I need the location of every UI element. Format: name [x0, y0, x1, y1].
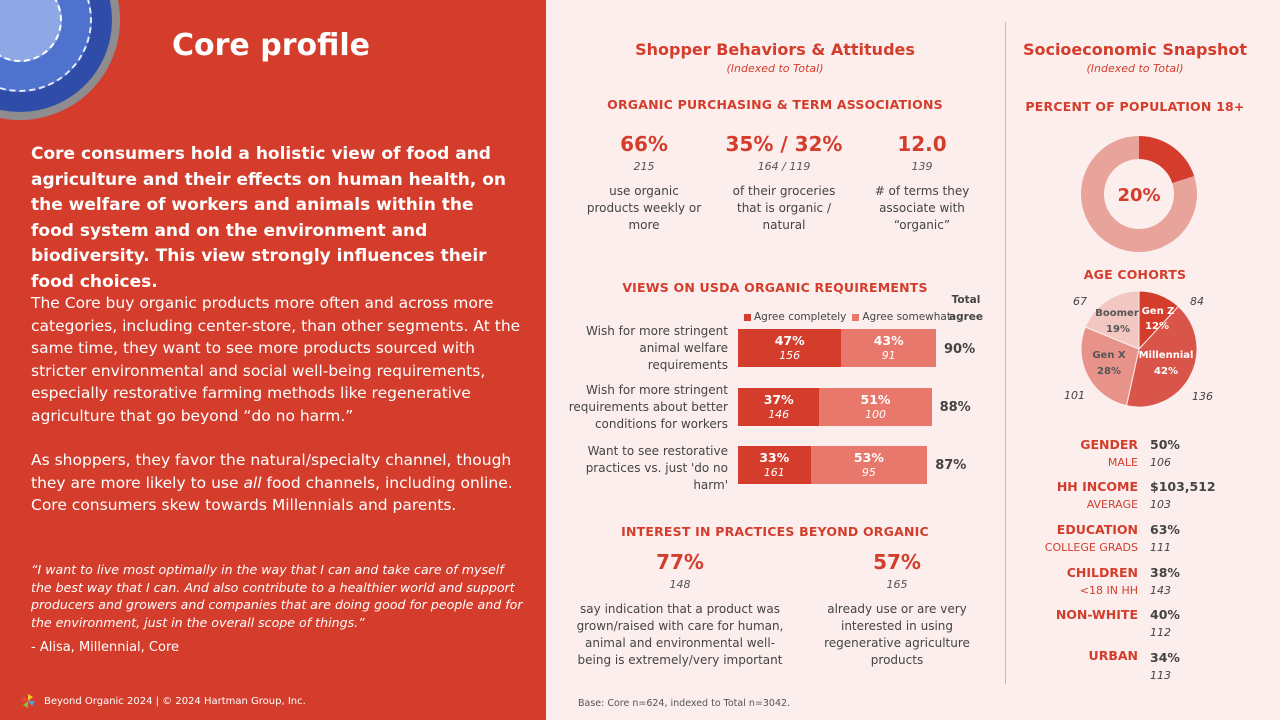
shopper-title: Shopper Behaviors & Attitudes [635, 40, 915, 59]
cohort-pct-millennial: 42% [1154, 366, 1178, 377]
stat-index: 148 [669, 578, 691, 591]
population-donut: 20% [1081, 136, 1197, 252]
cohort-name-millennial: Millennial [1139, 350, 1194, 361]
cohort-pct-genx: 28% [1097, 366, 1121, 377]
emphasis-all: all [243, 473, 262, 492]
total-agree-value: 88% [939, 400, 971, 415]
purchasing-header: ORGANIC PURCHASING & TERM ASSOCIATIONS [607, 97, 943, 112]
bar-agree-completely: 37% 146 [738, 388, 820, 426]
pie-slice-genx [1080, 326, 1140, 407]
body-paragraph-2: As shoppers, they favor the natural/spec… [31, 451, 513, 514]
interest-care: 77% 148 say indication that a product wa… [574, 550, 786, 669]
demo-urban-value: 34% 113 [1150, 650, 1180, 682]
pinwheel-logo-icon [21, 694, 35, 708]
pie-slice-millennial [1125, 305, 1198, 408]
donut-slice-other [1081, 136, 1197, 252]
demo-education-label: EDUCATION COLLEGE GRADS [1044, 522, 1138, 554]
stat-desc: use organic products weekly or more [586, 184, 702, 232]
age-header: AGE COHORTS [1083, 267, 1187, 282]
stat-value: 57% [873, 550, 921, 574]
stat-value: 77% [656, 550, 704, 574]
bar-agree-somewhat: 53% 95 [810, 446, 928, 484]
cohort-name-genx: Gen X [1092, 350, 1126, 361]
cohort-name-genz: Gen Z [1142, 306, 1175, 317]
usda-row-label: Want to see restorative practices vs. ju… [585, 444, 728, 492]
socio-title: Socioeconomic Snapshot [1022, 40, 1248, 59]
divider [1005, 22, 1006, 684]
demo-income-value: $103,512 103 [1150, 479, 1216, 511]
cohort-name-boomer: Boomer [1095, 308, 1139, 319]
demo-children-label: CHILDREN <18 IN HH [1066, 565, 1138, 597]
footer-text: Beyond Organic 2024 | © 2024 Hartman Gro… [44, 695, 306, 707]
stat-desc: of their groceries that is organic / nat… [732, 184, 836, 232]
demo-income-label: HH INCOME AVERAGE [1056, 479, 1138, 511]
bar-agree-somewhat: 43% 91 [841, 329, 936, 367]
demo-urban-label: URBAN [1088, 648, 1138, 663]
usda-row-label: Wish for more stringent requirements abo… [568, 383, 728, 431]
bar-agree-completely: 47% 156 [738, 329, 842, 367]
demo-education-value: 63% 111 [1150, 522, 1180, 554]
legend-somewhat: Agree somewhat [852, 311, 951, 323]
usda-header: VIEWS ON USDA ORGANIC REQUIREMENTS [622, 280, 928, 295]
stat-index: 139 [911, 160, 933, 173]
quote-attribution: - Alisa, Millennial, Core [31, 640, 180, 655]
bar-agree-completely: 33% 161 [738, 446, 811, 484]
usda-row-label: Wish for more stringent animal welfare r… [586, 324, 728, 372]
total-agree-value: 87% [935, 458, 967, 473]
cohort-index-genx: 101 [1064, 389, 1085, 402]
left-panel: Core profile Core consumers hold a holis… [0, 0, 546, 720]
base-note: Base: Core n=624, indexed to Total n=304… [578, 698, 791, 709]
interest-regenerative: 57% 165 already use or are very interest… [812, 550, 982, 669]
demo-gender-label: GENDER MALE [1080, 437, 1138, 469]
stat-value: 12.0 [897, 132, 947, 156]
stat-desc: say indication that a product was grown/… [576, 602, 784, 667]
stat-value: 66% [620, 132, 668, 156]
cohort-index-genz: 84 [1190, 295, 1204, 308]
bar-agree-somewhat: 51% 100 [819, 388, 932, 426]
footer: Beyond Organic 2024 | © 2024 Hartman Gro… [20, 693, 306, 709]
demo-nonwhite-value: 40% 112 [1150, 607, 1180, 639]
stat-groceries: 35% / 32% 164 / 119 of their groceries t… [724, 132, 844, 234]
stat-desc: # of terms they associate with “organic” [874, 184, 970, 232]
population-value: 20% [1117, 185, 1160, 206]
demo-nonwhite-label: NON-WHITE [1055, 607, 1138, 622]
total-agree-header: Total agree [948, 294, 984, 323]
stat-desc: already use or are very interested in us… [824, 602, 970, 667]
pie-slice-boomer [1084, 290, 1140, 350]
stat-value: 35% / 32% [725, 132, 843, 156]
usda-legend: Agree completely Agree somewhat [744, 311, 951, 323]
stat-terms: 12.0 139 # of terms they associate with … [862, 132, 982, 234]
cohort-pct-genz: 12% [1145, 321, 1169, 332]
interest-header: INTEREST IN PRACTICES BEYOND ORGANIC [621, 524, 929, 539]
age-pie: Gen Z 12% Millennial 42% Gen X 28% Boome… [1080, 290, 1198, 408]
consumer-quote: “I want to live most optimally in the wa… [31, 562, 523, 630]
stat-index: 164 / 119 [757, 160, 811, 173]
demo-children-value: 38% 143 [1150, 565, 1180, 597]
demo-gender-value: 50% 106 [1150, 437, 1180, 469]
legend-complete: Agree completely [744, 311, 846, 323]
stat-index: 215 [633, 160, 655, 173]
population-header: PERCENT OF POPULATION 18+ [1025, 99, 1245, 114]
stat-weekly: 66% 215 use organic products weekly or m… [584, 132, 704, 234]
cohort-index-millennial: 136 [1192, 390, 1213, 403]
body-paragraph-1: The Core buy organic products more often… [31, 294, 521, 425]
socio-subtitle: (Indexed to Total) [1086, 62, 1184, 75]
donut-slice-core [1139, 136, 1195, 184]
total-agree-value: 90% [944, 342, 976, 357]
stat-index: 165 [886, 578, 908, 591]
lead-paragraph: Core consumers hold a holistic view of f… [31, 144, 506, 292]
shopper-subtitle: (Indexed to Total) [726, 62, 824, 75]
cohort-index-boomer: 67 [1073, 295, 1087, 308]
cohort-pct-boomer: 19% [1106, 324, 1130, 335]
decorative-circles-icon [0, 0, 120, 120]
page-title: Core profile [172, 28, 370, 63]
